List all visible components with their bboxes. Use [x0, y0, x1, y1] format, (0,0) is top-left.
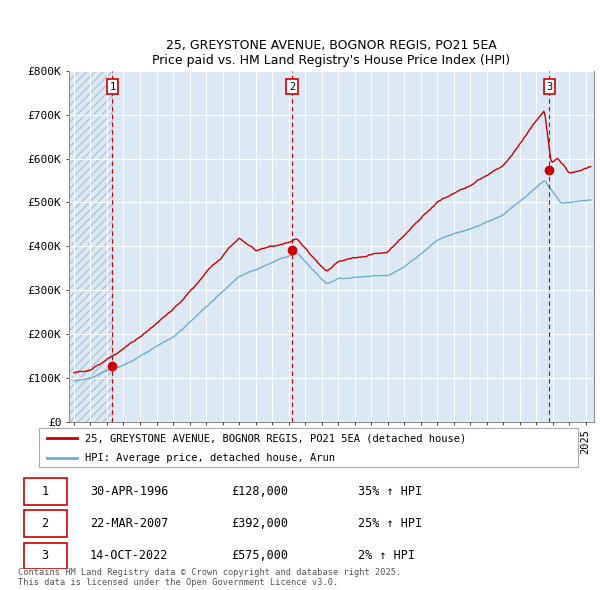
Polygon shape	[69, 71, 112, 422]
Text: 2% ↑ HPI: 2% ↑ HPI	[358, 549, 415, 562]
Text: 30-APR-1996: 30-APR-1996	[90, 485, 168, 498]
Text: 1: 1	[109, 81, 116, 91]
FancyBboxPatch shape	[23, 543, 67, 569]
Text: 14-OCT-2022: 14-OCT-2022	[90, 549, 168, 562]
Text: £575,000: £575,000	[231, 549, 288, 562]
FancyBboxPatch shape	[23, 478, 67, 504]
Text: £128,000: £128,000	[231, 485, 288, 498]
Text: Contains HM Land Registry data © Crown copyright and database right 2025.
This d: Contains HM Land Registry data © Crown c…	[18, 568, 401, 587]
Text: 35% ↑ HPI: 35% ↑ HPI	[358, 485, 422, 498]
Text: 3: 3	[546, 81, 553, 91]
Text: 2: 2	[289, 81, 295, 91]
Text: 2: 2	[41, 517, 49, 530]
Text: 25% ↑ HPI: 25% ↑ HPI	[358, 517, 422, 530]
Text: 1: 1	[41, 485, 49, 498]
Text: £392,000: £392,000	[231, 517, 288, 530]
Text: 3: 3	[41, 549, 49, 562]
Text: 25, GREYSTONE AVENUE, BOGNOR REGIS, PO21 5EA (detached house): 25, GREYSTONE AVENUE, BOGNOR REGIS, PO21…	[85, 433, 466, 443]
Text: HPI: Average price, detached house, Arun: HPI: Average price, detached house, Arun	[85, 453, 335, 463]
FancyBboxPatch shape	[23, 510, 67, 537]
FancyBboxPatch shape	[39, 428, 578, 467]
Text: 22-MAR-2007: 22-MAR-2007	[90, 517, 168, 530]
Title: 25, GREYSTONE AVENUE, BOGNOR REGIS, PO21 5EA
Price paid vs. HM Land Registry's H: 25, GREYSTONE AVENUE, BOGNOR REGIS, PO21…	[152, 39, 511, 67]
